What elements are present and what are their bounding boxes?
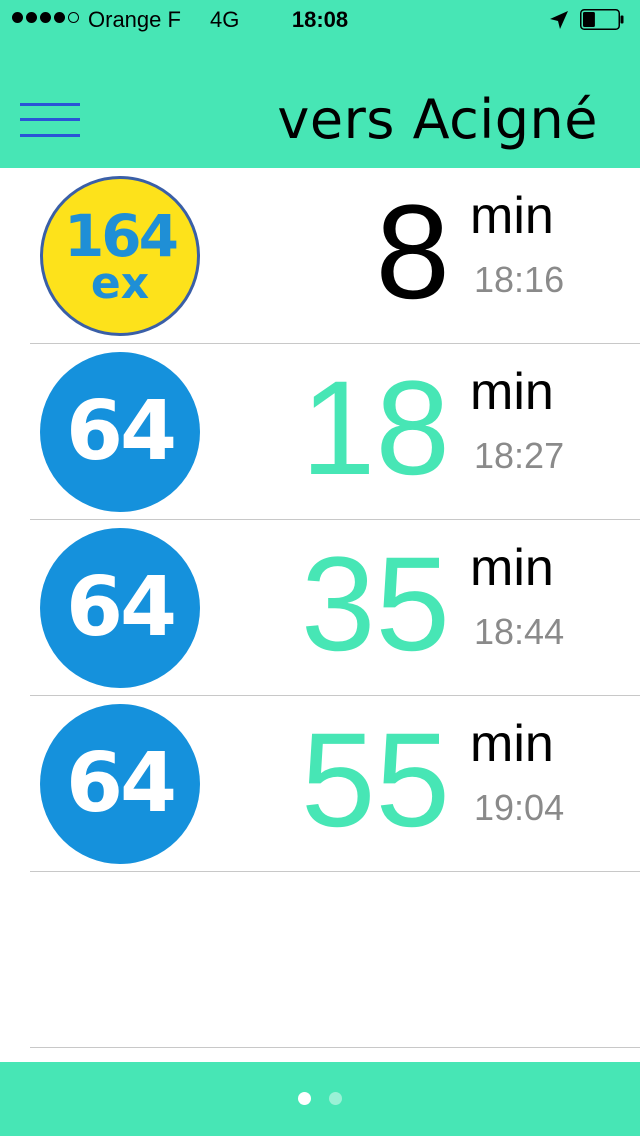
network-type: 4G	[210, 7, 240, 32]
page-dot[interactable]	[329, 1092, 342, 1105]
location-arrow-icon	[550, 11, 568, 29]
minutes-unit: min	[470, 363, 554, 421]
minutes-remaining: 55	[300, 706, 450, 855]
hamburger-menu-icon[interactable]	[20, 103, 80, 137]
minutes-unit: min	[470, 715, 554, 773]
page-indicator	[0, 1092, 640, 1105]
line-suffix: ex	[90, 258, 150, 309]
departure-time: 18:27	[474, 435, 565, 476]
minutes-unit: min	[470, 539, 554, 597]
minutes-remaining: 8	[375, 178, 450, 327]
departure-row[interactable]: 64 35 min 18:44	[0, 520, 640, 696]
status-time: 18:08	[291, 7, 349, 32]
minutes-unit: min	[470, 187, 554, 245]
carrier-name: Orange F	[88, 7, 181, 32]
departure-time: 19:04	[474, 787, 565, 828]
menu-line	[20, 103, 80, 106]
signal-dot	[40, 12, 51, 23]
signal-dot	[26, 12, 37, 23]
line-number: 64	[65, 384, 177, 479]
departures-list: 164 ex 8 min 18:16 64 18 min 18:27 64 35…	[0, 168, 640, 872]
signal-dot	[68, 12, 79, 23]
departure-row[interactable]: 64 18 min 18:27	[0, 344, 640, 520]
battery-icon	[580, 9, 624, 30]
line-badge: 64	[40, 704, 200, 864]
page-title: vers Acigné	[277, 88, 598, 151]
status-bar: Orange F 4G 18:08	[0, 0, 640, 40]
line-badge: 64	[40, 528, 200, 688]
row-divider	[30, 343, 640, 344]
page-dot[interactable]	[298, 1092, 311, 1105]
line-badge: 164 ex	[40, 176, 200, 336]
line-number: 64	[65, 736, 177, 831]
row-divider	[30, 519, 640, 520]
row-divider	[30, 871, 640, 872]
battery-fill	[583, 12, 595, 27]
minutes-remaining: 18	[300, 354, 450, 503]
departure-time: 18:16	[474, 259, 565, 300]
departure-row[interactable]: 64 55 min 19:04	[0, 696, 640, 872]
menu-line	[20, 134, 80, 137]
line-number: 164	[63, 202, 179, 270]
app-header: vers Acigné	[0, 40, 640, 168]
signal-dot	[12, 12, 23, 23]
menu-line	[20, 118, 80, 121]
minutes-remaining: 35	[300, 530, 450, 679]
line-badge: 64	[40, 352, 200, 512]
footer-bar	[0, 1062, 640, 1136]
line-number: 64	[65, 560, 177, 655]
row-divider	[30, 1047, 640, 1048]
signal-dot	[54, 12, 65, 23]
signal-strength	[12, 12, 79, 23]
departure-time: 18:44	[474, 611, 565, 652]
row-divider	[30, 695, 640, 696]
departure-row[interactable]: 164 ex 8 min 18:16	[0, 168, 640, 344]
